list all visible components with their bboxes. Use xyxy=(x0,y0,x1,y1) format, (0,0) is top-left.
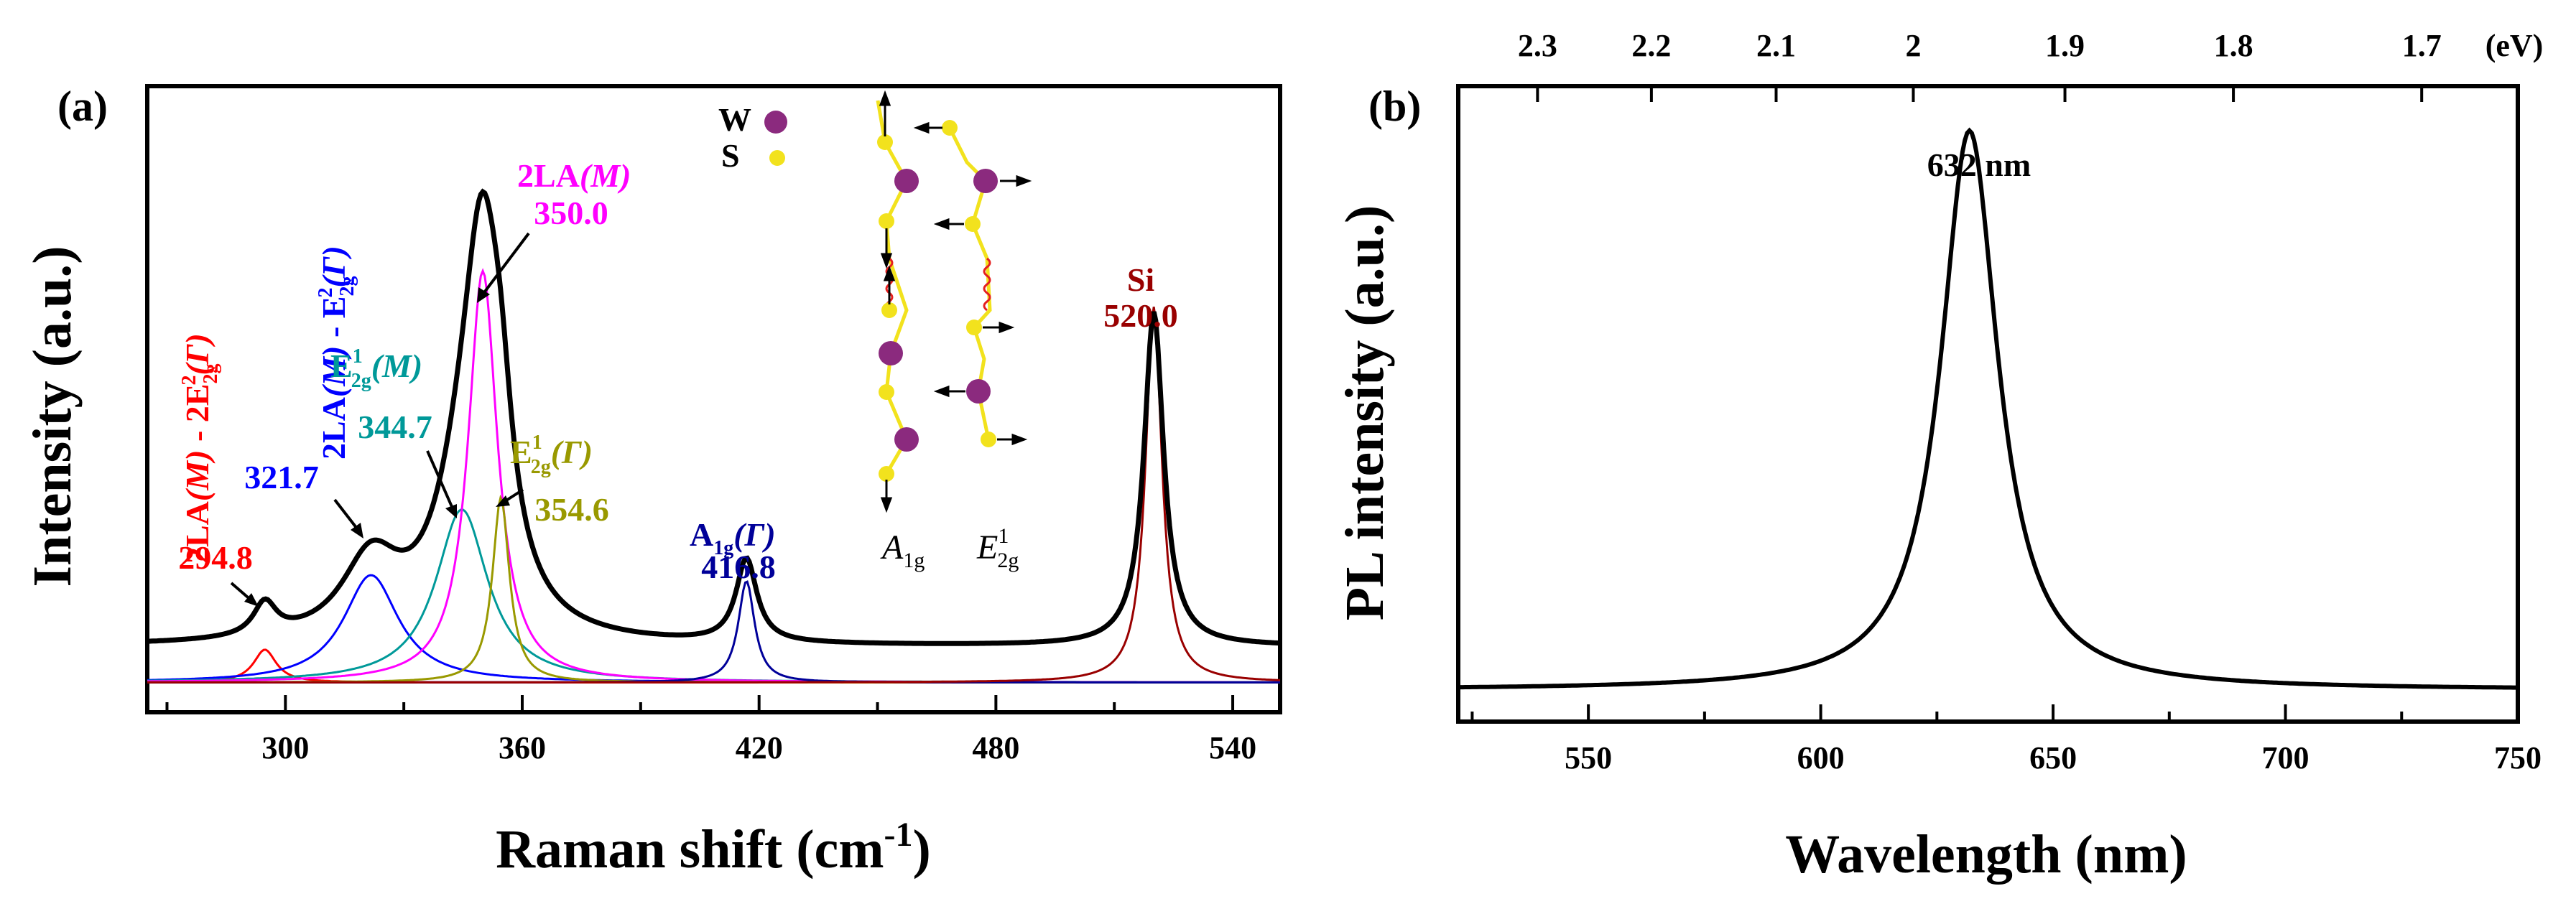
a1g-s-atom xyxy=(879,213,894,229)
annotation-321-arrowhead xyxy=(351,523,363,539)
inset-legend-s-label: S xyxy=(721,137,740,174)
a1g-chain xyxy=(876,100,909,475)
annotation-344-label: E1 2g(M) xyxy=(330,345,422,392)
top-tick-label-2: 2 xyxy=(1905,28,1921,63)
annotation-321-value: 321.7 xyxy=(244,459,319,495)
x-tick-label-750: 750 xyxy=(2494,740,2542,775)
panel-b-frame xyxy=(1456,84,2520,724)
annotation-344-value: 344.7 xyxy=(358,409,432,445)
annotation-354-arrowhead xyxy=(496,495,510,507)
annotation-350-arrow xyxy=(481,232,530,296)
panel-b-x-ticks xyxy=(1470,704,2519,722)
annotation-321: 2LA(M) - E2g2(Γ) 321.7 xyxy=(244,246,363,539)
x-tick-label-550: 550 xyxy=(1565,740,1612,775)
panel-a-x-axis-title: Raman shift (cm-1) xyxy=(496,816,931,880)
annotation-350-value: 350.0 xyxy=(534,195,608,231)
annotation-350-label: 2LA(M) xyxy=(517,157,631,194)
annotation-344-arrow xyxy=(426,450,454,509)
annotation-294-arrowhead xyxy=(244,593,259,607)
e2g-s-atom xyxy=(966,320,982,335)
e2g-mode-label: E1 2g xyxy=(976,524,1019,572)
inset-legend-w-label: W xyxy=(718,101,751,138)
panel-b-x-tick-labels: 550 600 650 700 750 xyxy=(1565,740,2542,775)
a1g-s-atom xyxy=(881,302,897,318)
a1g-mode-label: A1g xyxy=(880,528,925,572)
panel-b-top-tick-labels: 2.3 2.2 2.1 2 1.9 1.8 1.7 (eV) xyxy=(1518,28,2543,63)
x-tick-label-700: 700 xyxy=(2262,740,2309,775)
a1g-s-atom xyxy=(879,466,894,482)
panel-a-label: (a) xyxy=(57,83,108,130)
annotation-354-label: E1 2g(Γ) xyxy=(510,432,593,478)
top-tick-label-2.1: 2.1 xyxy=(1756,28,1796,63)
panel-a-y-axis-title: Intensity (a.u.) xyxy=(22,246,83,587)
a1g-s-atom xyxy=(879,384,894,400)
inset-legend-w-atom xyxy=(764,111,787,134)
annotation-321-arrow xyxy=(333,498,361,533)
annotation-350-arrowhead xyxy=(477,287,490,303)
annotation-294-value: 294.8 xyxy=(178,539,253,576)
a1g-w-atom xyxy=(879,341,903,365)
e2g-displacement-arrows xyxy=(913,121,1032,446)
annotation-520-value: 520.0 xyxy=(1103,297,1178,334)
top-tick-label-2.3: 2.3 xyxy=(1518,28,1557,63)
x-tick-label-300: 300 xyxy=(261,730,309,765)
fit-curve-6 xyxy=(147,307,1281,684)
annotation-294: 2LA(M) - 2E2g2(Γ) 294.8 xyxy=(178,333,259,607)
panel-b: (b) 550 600 650 700 750 2.3 2.2 2.1 2 1.… xyxy=(1335,28,2543,885)
annotation-344: E1 2g(M) 344.7 xyxy=(330,345,457,518)
annotation-321-label: 2LA(M) - E2g2(Γ) xyxy=(315,246,358,460)
annotation-520-label: Si xyxy=(1127,261,1155,298)
annotation-350: 2LA(M) 350.0 xyxy=(477,157,631,303)
x-tick-label-650: 650 xyxy=(2029,740,2077,775)
raman-envelope-line xyxy=(147,188,1281,646)
a1g-s-atom xyxy=(877,134,893,150)
annotation-344-arrowhead xyxy=(445,504,457,518)
panel-b-x-axis-title: Wavelength (nm) xyxy=(1785,824,2187,885)
x-tick-label-360: 360 xyxy=(499,730,546,765)
fit-curve-4 xyxy=(147,494,1280,684)
x-tick-label-600: 600 xyxy=(1797,740,1845,775)
panel-a-fit-curves xyxy=(147,268,1281,684)
panel-a-x-tick-labels: 300 360 420 480 540 xyxy=(261,730,1256,765)
panel-a-frame xyxy=(145,84,1282,714)
panel-b-y-axis-title: PL intensity (a.u.) xyxy=(1335,205,1395,621)
annotation-416: A1g(Γ) 416.8 xyxy=(690,516,776,585)
panel-a-x-ticks xyxy=(165,695,1235,712)
annotation-354-value: 354.6 xyxy=(534,491,609,528)
e2g-w-atom xyxy=(973,169,998,193)
fit-curve-5 xyxy=(147,580,1280,684)
annotation-520: Si 520.0 xyxy=(1103,261,1178,334)
x-tick-label-480: 480 xyxy=(972,730,1019,765)
panel-a: (a) 300 360 420 480 540 Raman shift (cm-… xyxy=(22,83,1282,880)
top-axis-unit: (eV) xyxy=(2485,28,2544,63)
annotation-416-value: 416.8 xyxy=(701,549,776,585)
panel-b-top-ticks xyxy=(1536,86,2424,102)
a1g-displacement-arrows xyxy=(879,90,896,513)
top-tick-label-1.8: 1.8 xyxy=(2214,28,2253,63)
e2g-spring xyxy=(983,257,991,312)
e2g-s-atom xyxy=(965,216,981,232)
vibration-mode-inset: W S A1g xyxy=(718,90,1032,572)
pl-peak-annotation: 632 nm xyxy=(1927,146,2031,183)
annotation-294-label: 2LA(M) - 2E2g2(Γ) xyxy=(178,333,222,564)
pl-spectrum-line xyxy=(1458,127,2518,690)
panel-b-label: (b) xyxy=(1368,83,1421,130)
a1g-w-atom xyxy=(894,427,919,452)
top-tick-label-2.2: 2.2 xyxy=(1631,28,1671,63)
top-tick-label-1.7: 1.7 xyxy=(2402,28,2442,63)
inset-legend-s-atom xyxy=(769,150,785,166)
e2g-s-atom xyxy=(981,432,996,447)
top-tick-label-1.9: 1.9 xyxy=(2045,28,2085,63)
a1g-w-atom xyxy=(894,169,919,193)
x-tick-label-540: 540 xyxy=(1209,730,1256,765)
annotation-354: E1 2g(Γ) 354.6 xyxy=(496,432,609,528)
e2g-s-atom xyxy=(942,120,958,136)
fit-curve-2 xyxy=(147,508,1280,684)
annotation-416-label: A1g(Γ) xyxy=(690,516,776,559)
e2g-w-atom xyxy=(966,379,991,404)
x-tick-label-420: 420 xyxy=(736,730,783,765)
